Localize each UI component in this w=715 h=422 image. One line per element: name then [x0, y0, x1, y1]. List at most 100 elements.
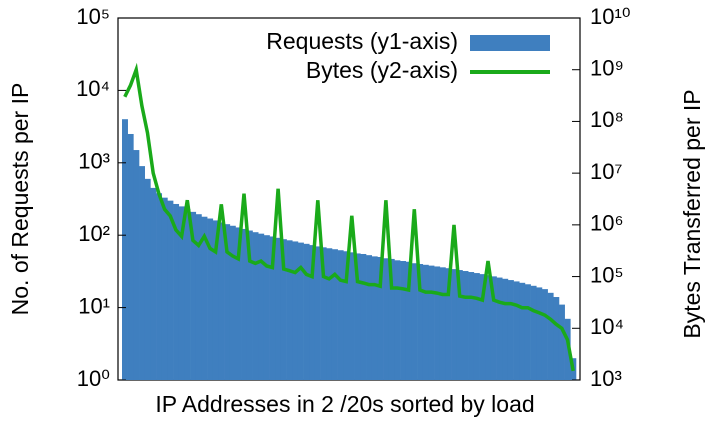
bar	[178, 206, 185, 380]
bar	[405, 261, 412, 380]
bar	[513, 281, 520, 380]
bar	[150, 187, 157, 380]
y2-tick-label: 10⁶	[590, 211, 624, 236]
y2-tick-label: 10⁵	[590, 262, 624, 287]
bar	[207, 218, 214, 380]
bar	[428, 265, 435, 380]
y-tick-label: 10⁴	[76, 76, 110, 101]
bar	[326, 248, 333, 380]
bar	[507, 280, 514, 380]
bar	[161, 197, 168, 380]
bar	[371, 256, 378, 380]
bar	[479, 274, 486, 380]
bar	[337, 250, 344, 380]
y2-tick-label: 10³	[590, 366, 622, 391]
bar	[201, 216, 208, 380]
y2-tick-label: 10⁸	[590, 107, 624, 132]
bar	[541, 289, 548, 380]
bar	[144, 178, 151, 380]
bar	[286, 240, 293, 380]
bar	[462, 271, 469, 380]
bar	[218, 222, 225, 380]
bar	[331, 249, 338, 380]
bar	[547, 292, 554, 380]
bar	[422, 264, 429, 380]
bar	[434, 266, 441, 380]
bar	[133, 150, 140, 380]
bar	[303, 243, 310, 380]
bar	[156, 193, 163, 380]
bar	[309, 245, 316, 380]
bar	[383, 258, 390, 380]
bar	[241, 228, 248, 380]
bar	[235, 227, 242, 380]
bar	[173, 203, 180, 380]
y2-tick-label: 10⁹	[590, 56, 624, 81]
legend-swatch	[470, 35, 550, 51]
bar	[190, 211, 197, 380]
bar	[349, 252, 355, 380]
bar	[184, 209, 191, 380]
legend-label: Bytes (y2-axis)	[306, 57, 458, 83]
bar	[558, 304, 565, 380]
bar	[263, 235, 270, 380]
bar	[297, 242, 304, 380]
bar	[292, 241, 299, 380]
bar	[388, 258, 395, 380]
bar	[377, 256, 384, 380]
bar	[246, 230, 253, 380]
bar	[314, 246, 321, 380]
bar	[536, 287, 543, 380]
x-axis-label: IP Addresses in 2 /20s sorted by load	[155, 391, 534, 417]
bar	[490, 276, 497, 380]
bar	[280, 239, 287, 380]
bar	[411, 263, 418, 380]
y-tick-label: 10⁰	[77, 366, 110, 391]
bar	[127, 133, 134, 380]
bar	[139, 166, 145, 380]
bar	[269, 236, 276, 380]
bar	[320, 247, 327, 380]
bar	[468, 272, 475, 380]
bar	[439, 267, 446, 380]
bar	[456, 270, 463, 380]
bar	[524, 284, 531, 380]
y2-axis-label: Bytes Transferred per IP	[679, 89, 705, 338]
bar	[229, 225, 236, 380]
bar	[195, 214, 202, 380]
bar	[451, 269, 458, 380]
bar	[394, 260, 401, 380]
bar	[252, 232, 259, 380]
bar	[343, 251, 350, 380]
y2-tick-label: 10¹⁰	[590, 4, 631, 29]
y-tick-label: 10¹	[78, 293, 110, 318]
y2-tick-label: 10⁴	[590, 314, 624, 339]
bar	[400, 261, 407, 380]
bar	[275, 237, 282, 380]
y2-tick-label: 10⁷	[590, 159, 622, 184]
y-tick-label: 10²	[78, 221, 110, 246]
bar	[360, 253, 367, 380]
bar	[496, 277, 503, 380]
bar	[212, 220, 219, 380]
y-tick-label: 10⁵	[76, 4, 110, 29]
bar	[485, 275, 492, 380]
bar	[530, 285, 537, 380]
bar	[502, 278, 509, 380]
bar	[519, 282, 526, 380]
bar	[366, 255, 372, 380]
legend-label: Requests (y1-axis)	[266, 28, 458, 54]
bar	[167, 200, 174, 380]
bar	[553, 297, 560, 380]
bar	[354, 253, 361, 380]
bar	[122, 119, 128, 381]
bar	[473, 273, 480, 380]
bar	[417, 264, 424, 380]
bar	[224, 224, 231, 380]
line	[123, 62, 575, 372]
y-axis-label: No. of Requests per IP	[7, 83, 33, 316]
y-tick-label: 10³	[78, 149, 110, 174]
bar	[258, 233, 265, 380]
bar	[445, 268, 452, 380]
